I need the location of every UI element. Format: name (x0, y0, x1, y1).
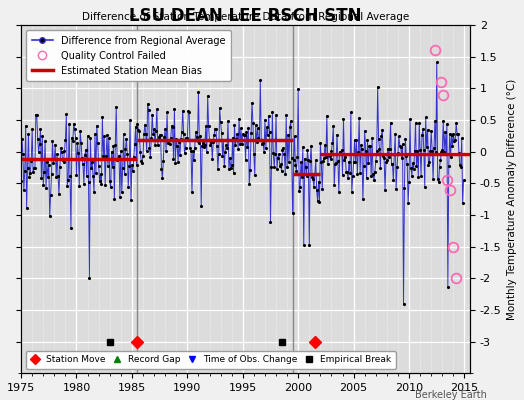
Text: Difference of Station Temperature Data from Regional Average: Difference of Station Temperature Data f… (82, 12, 409, 22)
Text: Berkeley Earth: Berkeley Earth (416, 390, 487, 400)
Y-axis label: Monthly Temperature Anomaly Difference (°C): Monthly Temperature Anomaly Difference (… (507, 78, 517, 320)
Title: LSU DEAN LEE RSCH STN: LSU DEAN LEE RSCH STN (129, 7, 362, 25)
Legend: Station Move, Record Gap, Time of Obs. Change, Empirical Break: Station Move, Record Gap, Time of Obs. C… (26, 351, 396, 369)
